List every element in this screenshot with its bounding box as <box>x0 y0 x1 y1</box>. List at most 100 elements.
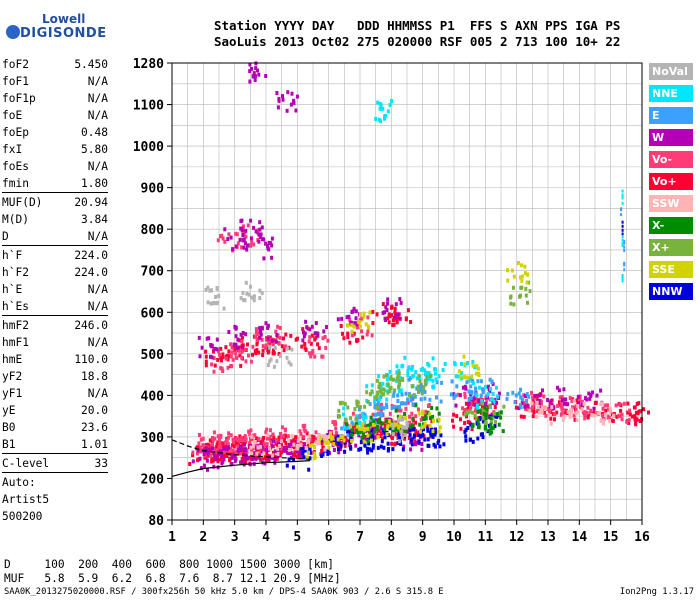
data-point <box>479 379 483 384</box>
data-point <box>576 394 580 399</box>
data-point <box>524 286 528 291</box>
data-point <box>480 399 484 404</box>
data-point <box>284 344 287 349</box>
param-name: foF1p <box>2 92 36 105</box>
data-point <box>405 422 409 427</box>
series-ssw <box>249 398 615 458</box>
data-point <box>541 388 544 393</box>
data-point <box>385 373 388 378</box>
data-point <box>316 331 320 336</box>
data-point <box>581 410 585 415</box>
data-point <box>450 379 454 384</box>
data-point <box>212 446 216 451</box>
data-point <box>512 274 516 279</box>
data-point <box>452 412 456 417</box>
legend-item: SSW <box>649 195 693 212</box>
data-point <box>519 405 523 410</box>
data-point <box>483 405 487 410</box>
data-point <box>475 405 479 410</box>
data-point <box>619 408 623 413</box>
data-point <box>276 451 280 456</box>
data-point <box>206 467 209 472</box>
data-point <box>234 334 238 339</box>
data-point <box>580 399 584 404</box>
x-tick-label: 5 <box>293 530 301 545</box>
data-point <box>327 435 330 440</box>
data-point <box>364 322 368 327</box>
data-point <box>259 457 263 462</box>
data-point <box>475 371 478 376</box>
data-point <box>348 428 352 433</box>
data-point <box>304 319 308 324</box>
data-point <box>499 410 503 415</box>
data-point <box>481 432 484 437</box>
data-point <box>204 446 208 451</box>
data-point <box>478 417 482 422</box>
data-point <box>434 367 438 372</box>
data-point <box>390 406 394 410</box>
data-point <box>474 399 478 404</box>
data-point <box>425 424 429 429</box>
data-point <box>264 343 268 348</box>
data-point <box>376 100 380 105</box>
data-point <box>621 244 624 247</box>
data-point <box>414 403 418 408</box>
data-point <box>348 443 352 448</box>
param-row: B0 23.6 <box>2 419 108 436</box>
data-point <box>201 443 205 448</box>
data-point <box>354 309 358 314</box>
data-point <box>404 406 408 411</box>
data-point <box>426 410 430 415</box>
data-point <box>252 225 256 230</box>
data-point <box>488 428 492 433</box>
data-point <box>426 428 430 433</box>
data-point <box>233 348 237 353</box>
y-tick-label: 700 <box>141 265 165 280</box>
data-point <box>368 402 372 406</box>
data-point <box>238 353 242 358</box>
data-point <box>393 306 397 311</box>
data-point <box>628 412 632 417</box>
data-point <box>429 430 432 435</box>
param-name: h`E <box>2 283 23 296</box>
data-point <box>196 448 200 453</box>
data-point <box>266 433 270 438</box>
data-point <box>408 393 411 397</box>
data-point <box>528 289 532 294</box>
data-point <box>277 98 281 103</box>
data-point <box>586 415 590 420</box>
data-point <box>302 455 306 460</box>
data-point <box>252 440 256 445</box>
data-point <box>295 443 299 448</box>
data-point <box>219 433 223 438</box>
data-point <box>415 440 418 445</box>
data-point <box>371 309 375 314</box>
data-point <box>275 333 279 338</box>
data-point <box>340 426 344 431</box>
data-point <box>217 457 221 462</box>
data-point <box>488 403 492 408</box>
data-point <box>394 441 398 446</box>
data-point <box>293 440 297 445</box>
data-point <box>464 386 468 391</box>
data-point <box>435 395 438 400</box>
param-name: fmin <box>2 177 29 190</box>
data-point <box>366 433 370 438</box>
data-point <box>245 247 249 252</box>
data-point <box>456 374 460 379</box>
data-point <box>621 273 624 277</box>
data-point <box>236 437 240 442</box>
data-point <box>215 347 219 352</box>
data-point <box>268 344 272 349</box>
data-point <box>355 414 359 419</box>
data-point <box>276 446 280 451</box>
data-point <box>401 401 405 406</box>
param-value: 23.6 <box>81 421 108 434</box>
data-point <box>493 424 497 429</box>
data-point <box>463 391 467 396</box>
data-point <box>228 456 232 461</box>
data-point <box>401 376 404 381</box>
auto-label: Auto: <box>2 476 36 489</box>
data-point <box>366 315 370 320</box>
data-point <box>289 362 293 367</box>
